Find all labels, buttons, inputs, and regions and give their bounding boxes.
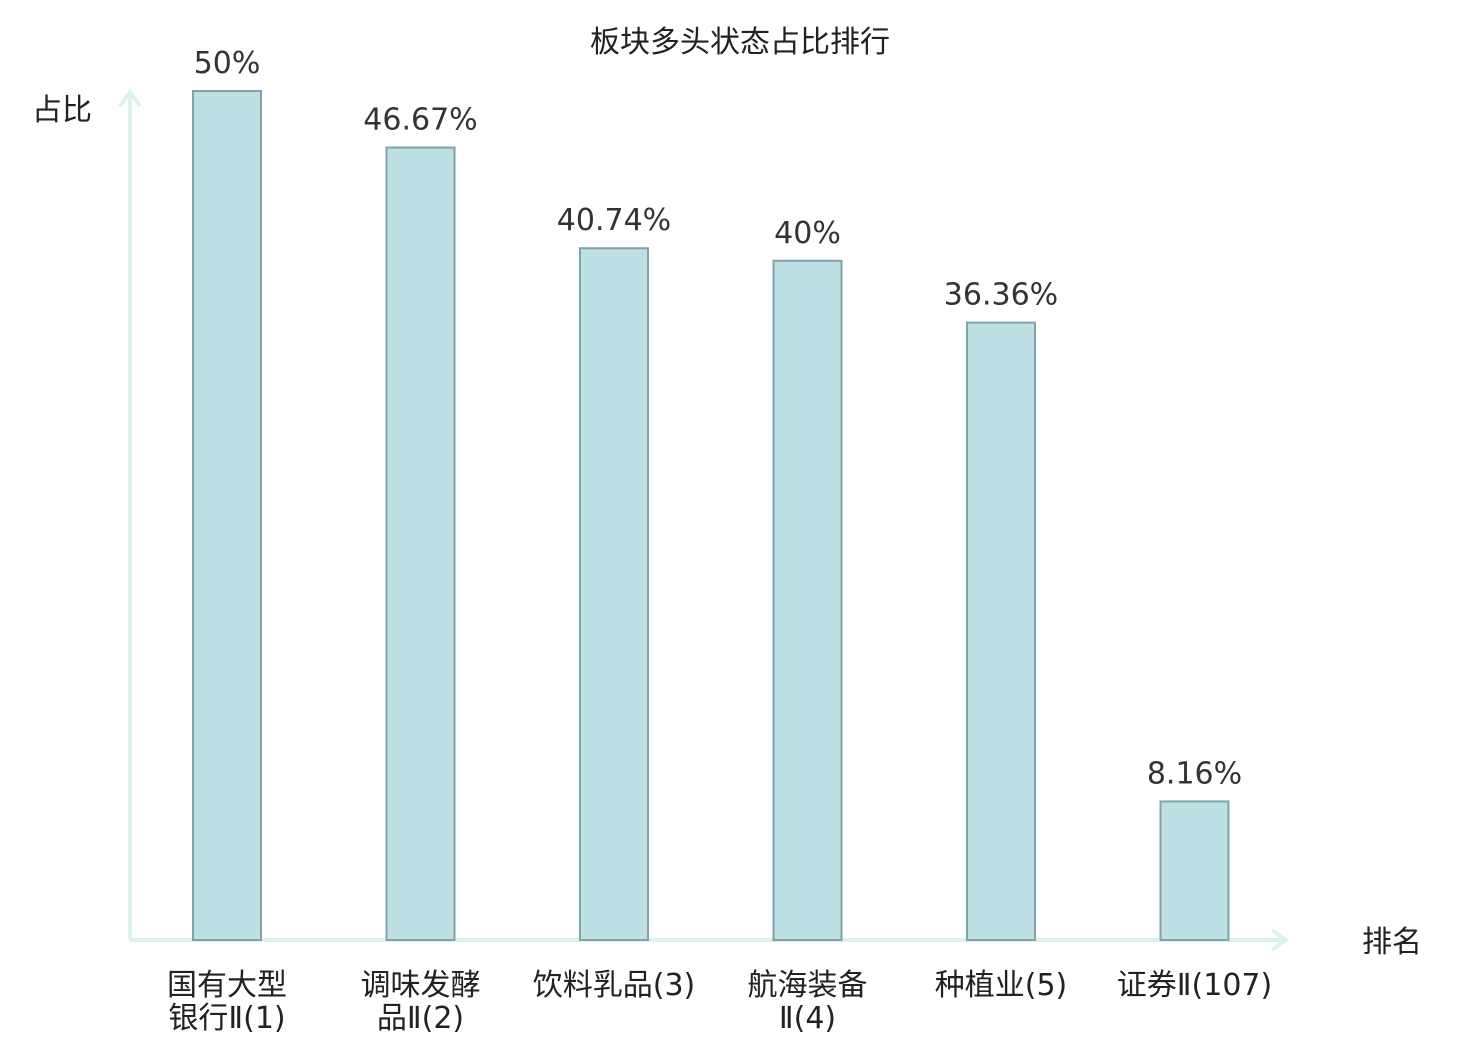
y-axis: 占比 [32, 88, 142, 940]
category-label: 航海装备 [748, 968, 868, 1003]
x-axis-arrow-icon [1270, 928, 1290, 952]
chart-title: 板块多头状态占比排行 [590, 25, 890, 60]
category-label: 银行Ⅱ(1) [168, 1001, 285, 1036]
bars-group [192, 90, 1230, 942]
category-label: 证券Ⅱ(107) [1117, 968, 1272, 1003]
bar-value-label: 40.74% [557, 203, 671, 238]
category-label: 饮料乳品(3) [533, 968, 696, 1003]
bar-value-label: 36.36% [944, 278, 1058, 313]
bar [579, 247, 649, 941]
category-label: Ⅱ(4) [779, 1001, 836, 1036]
category-label: 品Ⅱ(2) [377, 1001, 464, 1036]
y-axis-label: 占比 [32, 93, 92, 128]
category-label: 调味发酵 [361, 968, 481, 1003]
bar [385, 146, 456, 941]
bar [772, 259, 843, 941]
bar [1159, 800, 1230, 941]
y-axis-arrow-icon [118, 88, 142, 108]
x-axis-label: 排名 [1362, 925, 1422, 960]
bar-value-label: 50% [194, 46, 261, 81]
x-axis: 排名 [130, 925, 1422, 960]
category-label: 种植业(5) [935, 968, 1068, 1003]
category-label: 国有大型 [167, 968, 287, 1003]
bar [966, 321, 1036, 942]
bar-value-label: 8.16% [1147, 756, 1242, 791]
bar-value-label: 46.67% [363, 103, 477, 138]
value-labels-group: 50% 46.67% 40.74% 40% 36.36% 8.16% [194, 46, 1243, 791]
bar [192, 90, 262, 941]
bar-value-label: 40% [774, 216, 841, 251]
